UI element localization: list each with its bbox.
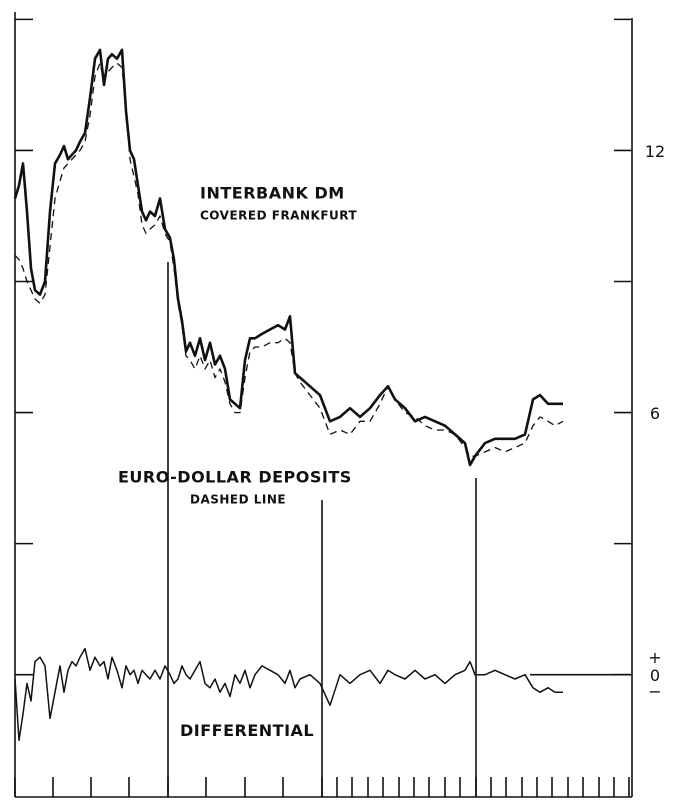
- y-tick-label: 0: [650, 666, 660, 685]
- series-line: [14, 647, 563, 741]
- zero-sign: +: [648, 648, 661, 667]
- y-tick-label: 12: [645, 142, 665, 161]
- zero-sign: −: [648, 682, 661, 701]
- series-line: [14, 62, 564, 457]
- annotation: DIFFERENTIAL: [180, 721, 314, 740]
- series-line: [13, 48, 563, 467]
- annotation: EURO-DOLLAR DEPOSITS: [118, 468, 352, 487]
- y-tick-label: 6: [650, 404, 660, 423]
- annotation: INTERBANK DM: [200, 184, 345, 203]
- annotation: COVERED FRANKFURT: [200, 208, 357, 222]
- annotation: DASHED LINE: [190, 492, 286, 506]
